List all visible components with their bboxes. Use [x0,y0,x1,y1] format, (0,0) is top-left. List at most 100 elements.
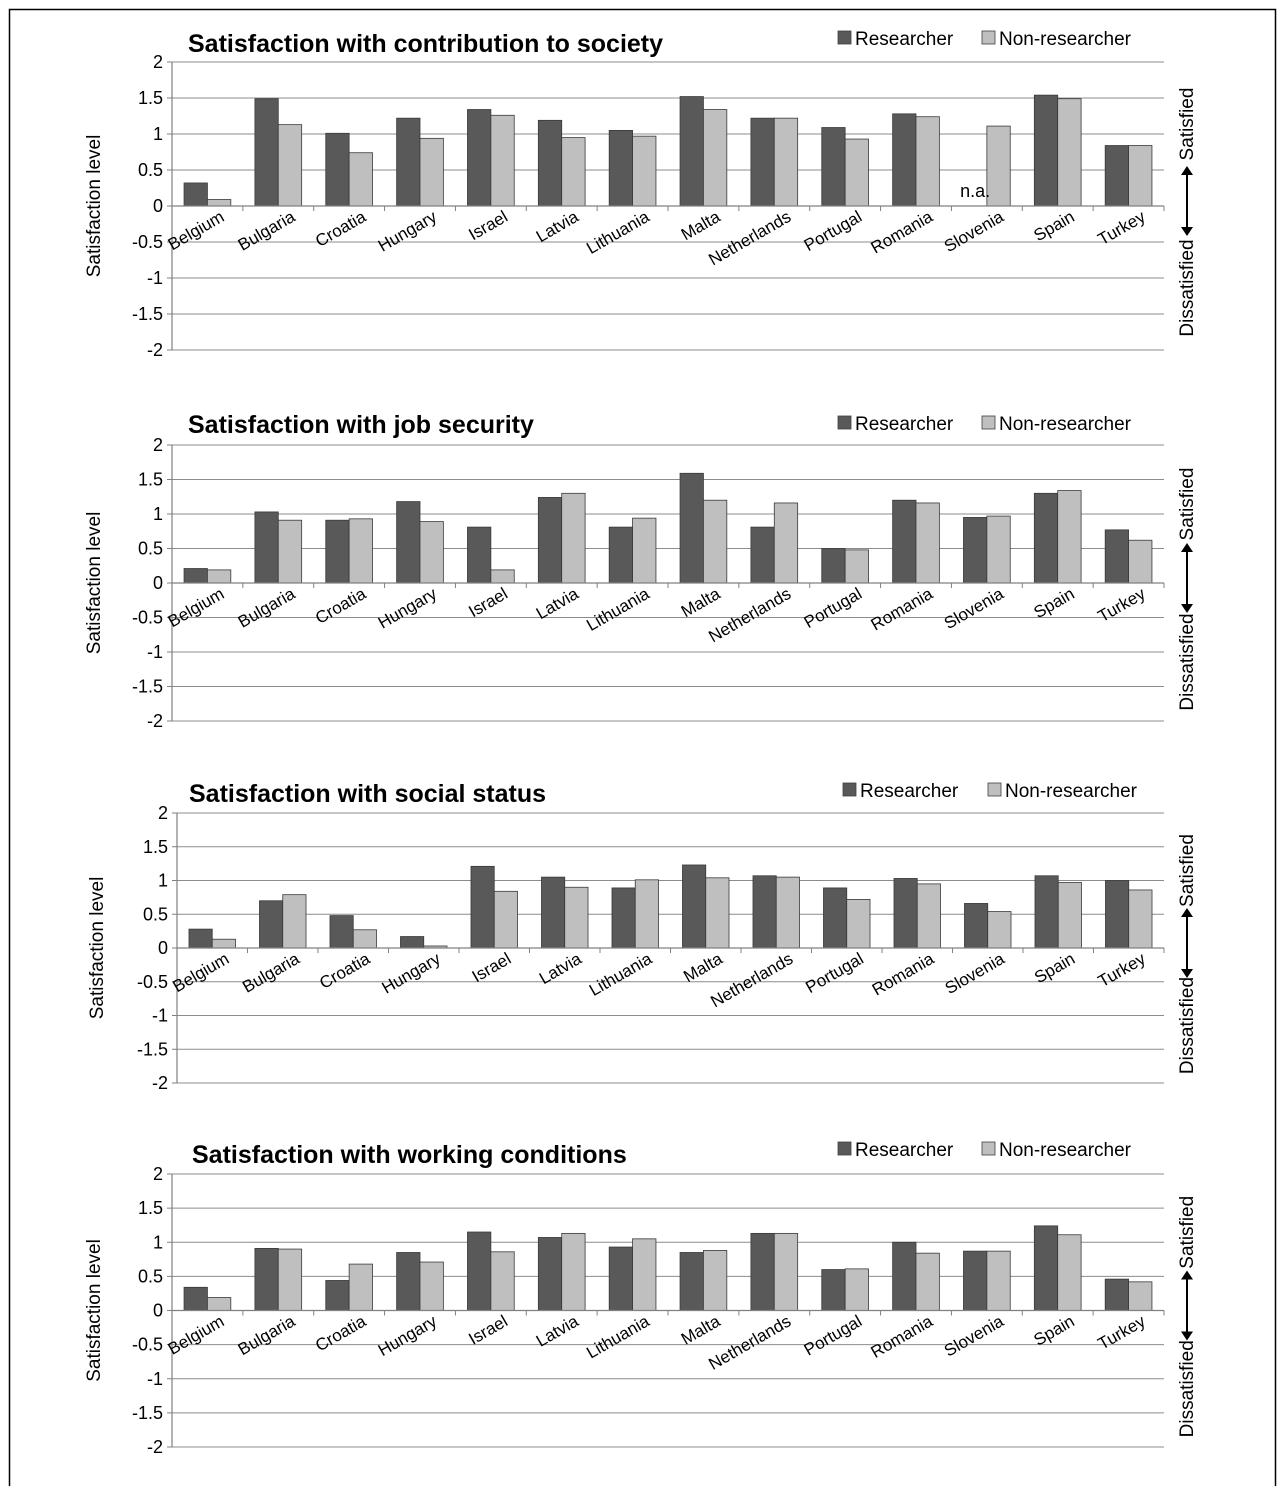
y-tick-label: 1.5 [138,88,163,108]
bar-non-researcher-portugal [844,138,869,207]
bar-non-researcher-romania [915,502,940,584]
chart-panel-1: Satisfaction with contribution to societ… [84,29,1198,360]
legend-label-non-researcher: Non-researcher [999,1140,1132,1161]
x-tick-label: Slovenia [941,584,1007,633]
y-tick-label: 0.5 [138,1266,163,1286]
bar-researcher-spain [1033,492,1059,584]
chart-legend: Researcher Non-researcher [842,781,1138,802]
right-label-satisfied: Satisfied [1177,468,1198,541]
bar-non-researcher-hungary [419,137,444,207]
y-tick-label: 0 [153,573,163,593]
bar-researcher-turkey [1105,880,1130,949]
x-tick-label: Portugal [801,207,865,255]
y-tick-label: 1 [153,1232,163,1252]
x-tick-label: Belgium [165,584,228,631]
bar-non-researcher-netherlands [775,876,800,949]
bar-researcher-netherlands [750,1232,775,1311]
legend-swatch-researcher [842,782,857,797]
double-arrow-icon [1181,908,1193,978]
arrow-head-up [1181,1270,1193,1280]
y-tick-label: 0.5 [138,160,163,180]
bar-non-researcher-latvia [561,137,586,207]
bar-non-researcher-lithuania [634,879,659,949]
legend-label-researcher: Researcher [855,414,954,435]
arrow-head-down [1181,604,1193,613]
bar-non-researcher-portugal [846,899,871,949]
x-tick-label: Lithuania [583,207,653,258]
bar-non-researcher-croatia [348,1263,373,1311]
bar-non-researcher-belgium [207,199,232,207]
bar-researcher-spain [1034,875,1059,949]
right-label-dissatisfied: Dissatisfied [1177,613,1198,710]
bar-researcher-netherlands [752,875,777,949]
bar-researcher-portugal [823,887,848,949]
x-tick-label: Malta [678,584,724,622]
legend-label-researcher: Researcher [855,29,954,50]
y-tick-label: -0.5 [132,608,163,628]
bar-non-researcher-lithuania [632,135,657,207]
legend-swatch-non-researcher [981,30,996,45]
bar-non-researcher-croatia [348,518,373,584]
x-tick-label: Slovenia [941,1311,1007,1360]
bar-researcher-netherlands [750,117,775,207]
arrow-head-down [1181,1331,1193,1341]
bar-researcher-spain [1033,94,1059,207]
bar-researcher-malta [679,472,704,584]
bar-researcher-slovenia [963,517,988,584]
x-tick-label: Latvia [533,207,582,246]
chart-legend: Researcher Non-researcher [837,414,1132,435]
x-tick-label: Israel [465,584,511,621]
bar-researcher-belgium [183,568,208,584]
bar-non-researcher-malta [703,109,728,207]
y-tick-label: -1 [147,642,163,662]
bar-non-researcher-hungary [419,1261,444,1311]
bar-researcher-romania [892,1241,917,1311]
bar-researcher-belgium [188,928,213,949]
bar-researcher-lithuania [611,887,636,949]
bar-researcher-croatia [325,519,350,584]
bar-non-researcher-israel [490,569,515,584]
bar-researcher-croatia [325,132,350,207]
x-tick-label: Croatia [316,949,373,993]
y-tick-label: -2 [147,1437,163,1457]
bar-non-researcher-turkey [1128,145,1153,207]
bar-researcher-turkey [1104,1278,1129,1311]
bar-researcher-hungary [400,936,425,949]
legend-swatch-researcher [837,415,852,430]
x-tick-label: Portugal [801,584,865,632]
chart-legend: Researcher Non-researcher [837,1140,1132,1161]
legend-label-non-researcher: Non-researcher [1005,781,1138,802]
x-tick-label: Israel [465,207,511,244]
legend-swatch-non-researcher [981,415,996,430]
y-tick-label: 0 [153,1301,163,1321]
bar-non-researcher-turkey [1128,889,1153,949]
bar-researcher-hungary [396,117,421,207]
arrow-head-up [1181,908,1193,917]
x-tick-label: Bulgaria [239,949,303,997]
y-tick-label: -1.5 [132,1403,163,1423]
right-label-satisfied: Satisfied [1177,834,1198,907]
x-tick-label: Slovenia [941,207,1007,256]
x-tick-label: Turkey [1095,1311,1149,1353]
legend-swatch-non-researcher [987,782,1002,797]
y-tick-label: 2 [158,803,168,823]
bar-researcher-latvia [537,1237,563,1311]
y-tick-label: -1.5 [132,677,163,697]
arrow-head-up [1181,166,1193,175]
bar-researcher-netherlands [750,526,775,584]
y-tick-label: 2 [153,1164,163,1184]
bar-non-researcher-latvia [561,1232,586,1311]
bar-non-researcher-lithuania [632,1238,657,1311]
bar-researcher-israel [467,109,492,207]
x-tick-label: Romania [868,207,937,258]
chart-title: Satisfaction with contribution to societ… [188,30,663,58]
bar-non-researcher-romania [916,883,941,949]
chart-panel-2: Satisfaction with job security Researcher… [84,411,1198,731]
x-tick-label: Croatia [312,207,369,251]
x-tick-label: Hungary [375,1311,441,1360]
y-tick-label: 2 [153,435,163,455]
bar-non-researcher-spain [1057,882,1082,949]
x-tick-label: Portugal [802,949,866,997]
y-tick-label: -0.5 [137,972,168,992]
